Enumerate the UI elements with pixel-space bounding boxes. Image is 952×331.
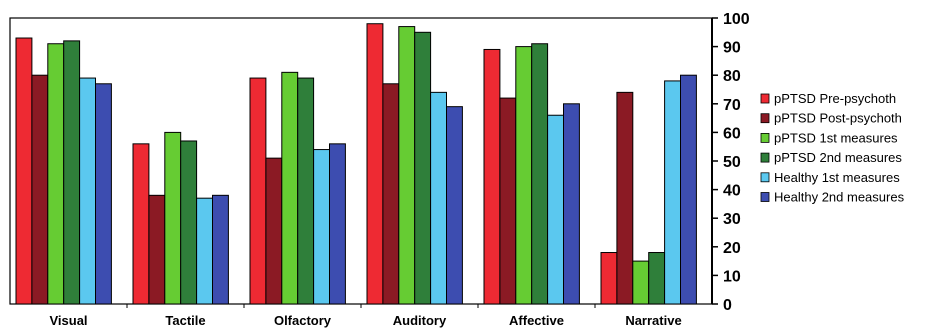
y-tick-label: 80 xyxy=(723,68,741,85)
plot-border xyxy=(9,17,713,305)
x-tick-label: Visual xyxy=(49,313,87,328)
x-tick-label: Affective xyxy=(509,313,564,328)
bar-affective-series-4 xyxy=(531,43,549,305)
bar-visual-series-1 xyxy=(15,37,33,305)
bars-group xyxy=(15,23,697,305)
bar-affective-series-5 xyxy=(547,114,564,305)
bar-auditory-series-1 xyxy=(366,23,384,305)
bar-visual-series-6 xyxy=(95,83,112,305)
legend-swatch xyxy=(760,192,770,202)
y-tick-label: 10 xyxy=(723,268,741,285)
y-tick-label: 50 xyxy=(723,154,741,171)
legend-label: pPTSD Post-psychoth xyxy=(774,111,902,126)
y-tick-label: 100 xyxy=(723,11,750,28)
x-tick-label: Narrative xyxy=(625,313,681,328)
bar-auditory-series-3 xyxy=(398,26,416,305)
legend-swatch xyxy=(760,93,770,104)
bar-narrative-series-4 xyxy=(648,252,666,305)
y-axis: 0 10 20 30 40 50 60 70 80 90 100 xyxy=(711,11,750,314)
legend-label: pPTSD Pre-psychoth xyxy=(774,91,896,106)
bar-visual-series-5 xyxy=(79,77,96,305)
bar-affective-series-2 xyxy=(499,97,517,305)
bar-olfactory-series-2 xyxy=(265,157,283,305)
y-tick-label: 30 xyxy=(723,211,741,228)
x-axis: Visual Tactile Olfactory Auditory Affective N… xyxy=(49,304,682,328)
x-tick-label: Auditory xyxy=(393,313,447,328)
y-tick-label: 0 xyxy=(723,297,732,314)
bar-tactile-series-2 xyxy=(148,194,166,305)
legend-label: Healthy 1st measures xyxy=(774,170,900,185)
bar-olfactory-series-4 xyxy=(297,77,315,305)
bar-olfactory-series-6 xyxy=(329,143,346,305)
bar-narrative-series-2 xyxy=(616,91,634,305)
y-tick-label: 90 xyxy=(723,40,741,57)
bar-narrative-series-5 xyxy=(664,80,681,305)
bar-auditory-series-6 xyxy=(446,106,463,305)
legend-swatch xyxy=(760,152,770,163)
x-tick-label: Olfactory xyxy=(274,313,332,328)
bar-tactile-series-1 xyxy=(132,143,150,305)
bar-tactile-series-4 xyxy=(180,140,198,305)
legend-label: Healthy 2nd measures xyxy=(774,190,905,205)
legend-swatch xyxy=(760,172,770,183)
bar-narrative-series-6 xyxy=(680,74,697,305)
bar-affective-series-3 xyxy=(515,46,533,305)
legend: pPTSD Pre-psychoth pPTSD Post-psychoth pPT… xyxy=(760,91,905,205)
bar-narrative-series-3 xyxy=(632,260,650,305)
bar-narrative-series-1 xyxy=(600,252,618,305)
bar-tactile-series-6 xyxy=(212,194,229,305)
x-tick-label: Tactile xyxy=(165,313,205,328)
bar-affective-series-1 xyxy=(483,48,501,305)
plot-area xyxy=(9,17,713,305)
bar-olfactory-series-5 xyxy=(313,149,331,305)
bar-auditory-series-5 xyxy=(430,91,448,305)
bar-tactile-series-5 xyxy=(196,197,214,305)
y-tick-label: 60 xyxy=(723,125,741,142)
legend-label: pPTSD 2nd measures xyxy=(774,150,902,165)
bar-auditory-series-2 xyxy=(382,83,400,305)
bar-visual-series-3 xyxy=(47,43,65,305)
legend-swatch xyxy=(760,113,770,124)
bar-affective-series-6 xyxy=(563,103,580,305)
bar-auditory-series-4 xyxy=(414,31,432,305)
legend-swatch xyxy=(760,132,770,143)
y-tick-label: 70 xyxy=(723,97,741,114)
bar-tactile-series-3 xyxy=(164,131,182,305)
bar-olfactory-series-1 xyxy=(249,77,267,305)
bar-visual-series-2 xyxy=(31,74,49,305)
y-tick-label: 20 xyxy=(723,240,741,257)
legend-label: pPTSD 1st measures xyxy=(774,130,898,145)
bar-olfactory-series-3 xyxy=(281,71,299,305)
bar-visual-series-4 xyxy=(63,40,81,305)
y-tick-label: 40 xyxy=(723,183,741,200)
